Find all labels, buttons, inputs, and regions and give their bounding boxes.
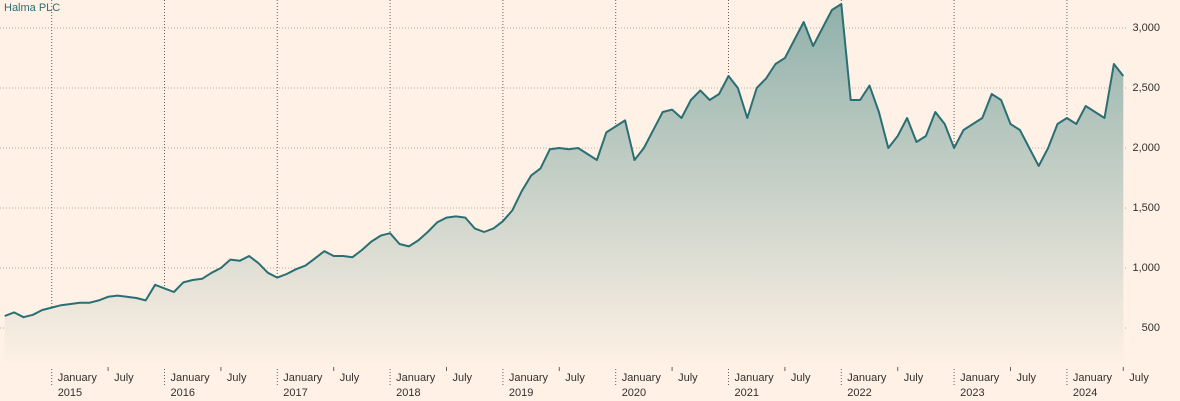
x-tick-label: July: [678, 372, 698, 384]
x-tick-label: January: [960, 372, 1000, 384]
x-tick-year: 2021: [735, 387, 759, 399]
x-tick-label: July: [453, 372, 473, 384]
x-tick-label: July: [340, 372, 360, 384]
x-tick-label: July: [791, 372, 811, 384]
y-tick-label: 3,000: [1132, 22, 1160, 34]
x-tick-label: January: [735, 372, 775, 384]
y-tick-label: 2,500: [1132, 82, 1160, 94]
x-tick-label: July: [565, 372, 585, 384]
chart-title: Halma PLC: [4, 2, 60, 14]
y-tick-label: 1,500: [1132, 202, 1160, 214]
x-tick-label: January: [171, 372, 211, 384]
x-tick-label: January: [622, 372, 662, 384]
x-tick-year: 2019: [509, 387, 533, 399]
y-tick-label: 500: [1142, 322, 1160, 334]
x-tick-year: 2018: [396, 387, 420, 399]
line: [4, 3, 1125, 319]
y-tick-label: 1,000: [1132, 262, 1160, 274]
x-tick-label: January: [847, 372, 887, 384]
area: [4, 4, 1124, 367]
x-tick-year: 2017: [283, 387, 307, 399]
x-tick-year: 2024: [1073, 387, 1097, 399]
x-tick-label: July: [904, 372, 924, 384]
x-tick-label: July: [114, 372, 134, 384]
x-tick-year: 2015: [58, 387, 82, 399]
x-tick-year: 2016: [171, 387, 195, 399]
x-tick-year: 2023: [960, 387, 984, 399]
x-tick-label: January: [58, 372, 98, 384]
x-tick-label: July: [1129, 372, 1149, 384]
x-tick-label: January: [396, 372, 436, 384]
x-tick-year: 2020: [622, 387, 646, 399]
x-tick-year: 2022: [847, 387, 871, 399]
x-tick-label: January: [1073, 372, 1113, 384]
x-tick-label: January: [509, 372, 549, 384]
x-tick-label: July: [1017, 372, 1037, 384]
x-tick-label: July: [227, 372, 247, 384]
y-tick-label: 2,000: [1132, 142, 1160, 154]
x-tick-label: January: [283, 372, 323, 384]
